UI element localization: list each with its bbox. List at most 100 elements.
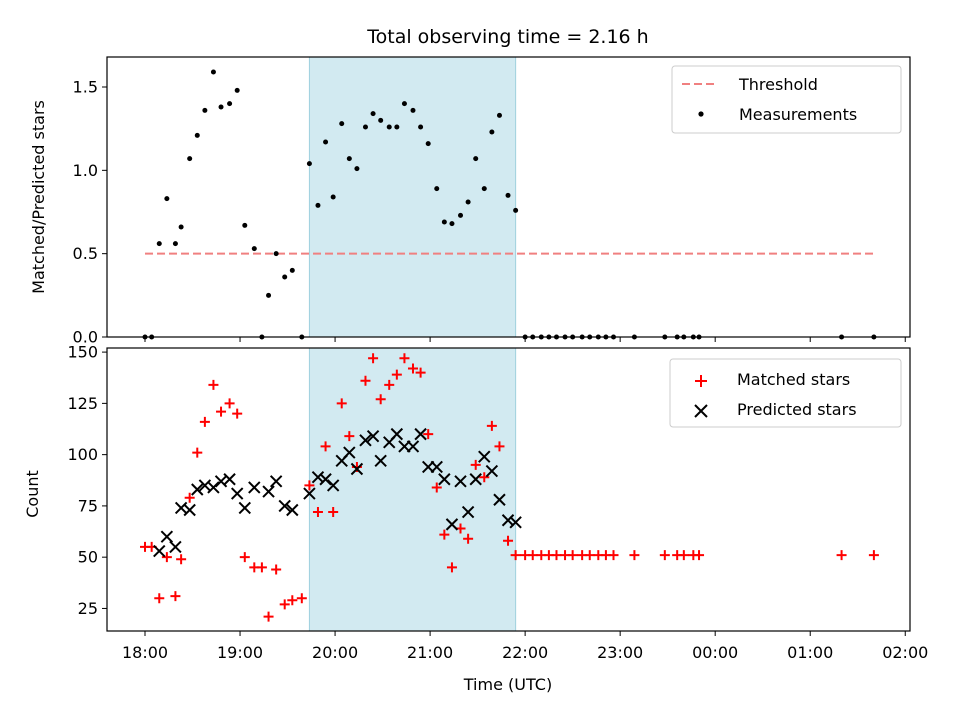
legend-threshold-label: Threshold (738, 75, 818, 94)
measurement-point (370, 111, 376, 117)
measurement-point (330, 194, 336, 200)
matched-star-point (328, 507, 339, 518)
predicted-star-point (303, 487, 316, 500)
predicted-star-point (223, 473, 236, 486)
matched-star-point (176, 554, 187, 565)
matched-star-point (296, 593, 307, 604)
y-tick-label: 150 (67, 343, 98, 362)
chart-title: Total observing time = 2.16 h (366, 26, 648, 48)
x-tick-label: 01:00 (787, 643, 833, 662)
y-tick-label: 100 (67, 445, 98, 464)
matched-star-point (336, 398, 347, 409)
predicted-star-point (445, 518, 459, 531)
matched-star-point (399, 353, 410, 364)
predicted-star-point (160, 530, 174, 543)
measurement-point (323, 139, 329, 145)
x-tick-label: 00:00 (692, 643, 738, 662)
predicted-star-point (493, 493, 506, 506)
predicted-star-point (311, 470, 325, 484)
predicted-star-point (169, 540, 182, 554)
measurement-point (354, 166, 360, 172)
panel-ratio: 0.0 0.5 1.0 1.5 Matched/Predicted stars Thr… (29, 56, 911, 347)
matched-star-point (503, 535, 514, 546)
measurement-point (227, 101, 233, 107)
measurement-point (210, 69, 216, 75)
measurement-point (315, 202, 321, 208)
y-axis-label-bottom: Count (23, 470, 42, 518)
measurement-point (194, 132, 200, 138)
predicted-star-point (478, 450, 491, 463)
matched-star-point (216, 406, 227, 417)
x-tick-label: 20:00 (312, 643, 358, 662)
matched-star-point (584, 550, 595, 561)
measurement-point (496, 112, 502, 118)
matched-star-point (344, 431, 355, 442)
measurement-point (273, 251, 279, 257)
measurement-point (481, 186, 487, 192)
measurement-point (156, 241, 162, 247)
measurement-point (425, 141, 431, 147)
matched-star-point (271, 564, 282, 575)
predicted-star-point (278, 499, 291, 513)
matched-star-point (423, 429, 434, 440)
matched-star-point (470, 459, 481, 470)
predicted-star-point (366, 429, 380, 443)
highlight-span-top (308, 56, 517, 338)
predicted-star-point (485, 464, 499, 478)
matched-star-point (239, 552, 250, 563)
measurement-point (505, 192, 511, 198)
predicted-star-point (319, 473, 332, 486)
matched-star-point (494, 441, 505, 452)
matched-star-point (368, 353, 379, 364)
measurement-point (306, 161, 312, 167)
predicted-star-point (406, 440, 420, 453)
legend-predicted-swatch (694, 404, 708, 418)
measurement-point (234, 87, 240, 93)
measurement-point (465, 199, 471, 205)
predicted-star-point (390, 427, 404, 441)
matched-star-point (608, 550, 619, 561)
measurement-point (218, 104, 224, 110)
legend-frame-top (671, 65, 902, 134)
x-tick-label: 02:00 (882, 643, 928, 662)
x-tick-label: 23:00 (597, 643, 643, 662)
matched-star-point (208, 379, 219, 390)
matched-star-point (567, 550, 578, 561)
measurement-point (441, 219, 447, 225)
matched-star-point (192, 447, 203, 458)
measurement-point (434, 186, 440, 192)
legend-frame-bottom (669, 358, 902, 428)
x-tick-label: 21:00 (407, 643, 453, 662)
legend-measurements-label: Measurements (739, 105, 857, 124)
matched-star-point (463, 533, 474, 544)
matched-star-point (439, 529, 450, 540)
predicted-star-point (469, 473, 482, 486)
matched-star-point (199, 416, 210, 427)
y-tick-label: 1.0 (73, 161, 98, 180)
measurement-point (362, 124, 368, 130)
predicted-star-point (509, 516, 522, 529)
measurement-point (473, 156, 479, 162)
predicted-star-point (248, 481, 261, 494)
matched-star-point (868, 550, 879, 561)
plot-area-top (142, 69, 877, 340)
measurement-point (394, 124, 400, 130)
predicted-star-point (501, 514, 515, 527)
matched-star-point (629, 550, 640, 561)
measurement-point (187, 156, 193, 162)
y-tick-label: 1.5 (73, 78, 98, 97)
predicted-star-point (438, 473, 451, 486)
predicted-star-point (238, 501, 252, 515)
matched-star-point (527, 550, 538, 561)
measurement-point (266, 292, 272, 298)
predicted-star-point (414, 427, 427, 441)
predicted-star-point (461, 505, 475, 519)
axes-frame-bottom (106, 347, 911, 632)
legend-predicted-label: Predicted stars (737, 400, 857, 419)
predicted-star-point (207, 481, 220, 494)
matched-star-point (320, 441, 331, 452)
predicted-star-point (359, 434, 372, 447)
matched-star-point (375, 394, 386, 405)
y-tick-label: 0.0 (73, 328, 98, 347)
